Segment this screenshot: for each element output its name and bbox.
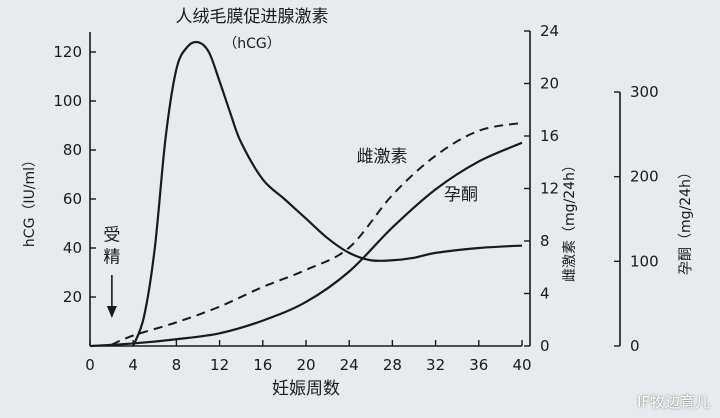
x-tick-label: 24 [340,356,359,374]
hcg-series-sublabel: （hCG） [223,36,281,52]
x-tick-label: 0 [85,356,95,374]
progesterone-series-label: 孕酮 [444,185,478,205]
hcg-tick-label: 120 [53,43,82,61]
hcg-tick-label: 60 [63,190,82,208]
x-tick-label: 32 [426,356,445,374]
x-tick-label: 4 [128,356,138,374]
x-axis-label: 妊娠周数 [272,379,340,399]
fertilization-annotation: 受 [103,226,120,246]
fertilization-arrow-head [106,306,117,318]
progesterone-tick-label: 100 [630,252,659,270]
x-tick-label: 16 [253,356,272,374]
hcg-tick-label: 40 [63,239,82,257]
series-line-estriol [111,121,523,346]
estriol-tick-label: 8 [540,232,550,250]
x-tick-label: 20 [296,356,315,374]
watermark-text: IF牧边育儿 [636,393,710,411]
progesterone-tick-label: 300 [630,83,659,101]
series-layer [89,40,523,348]
estriol-tick-label: 16 [540,127,559,145]
x-tick-label: 8 [172,356,182,374]
fertilization-annotation: 精 [103,248,120,268]
estriol-tick-label: 4 [540,285,550,303]
estriol-tick-label: 20 [540,75,559,93]
x-tick-label: 12 [210,356,229,374]
x-tick-label: 40 [512,356,531,374]
hcg-axis-label: hCG（IU/ml） [22,153,38,247]
hcg-tick-label: 80 [63,141,82,159]
estriol-tick-label: 12 [540,180,559,198]
series-line-hcg [132,40,523,347]
progesterone-axis-label: 孕酮（mg/24h） [678,165,694,275]
progesterone-tick-label: 0 [630,337,640,355]
x-tick-label: 36 [469,356,488,374]
series-line-progesterone [89,141,523,348]
progesterone-tick-label: 200 [630,168,659,186]
x-tick-label: 28 [383,356,402,374]
estriol-series-label: 雌激素 [357,147,408,167]
hcg-tick-label: 20 [63,288,82,306]
estriol-tick-label: 24 [540,22,559,40]
hcg-series-label: 人绒毛膜促进腺激素 [176,7,329,27]
estriol-axis-label: 雌激素（mg/24h） [561,158,578,282]
estriol-tick-label: 0 [540,337,550,355]
hcg-tick-label: 100 [53,92,82,110]
